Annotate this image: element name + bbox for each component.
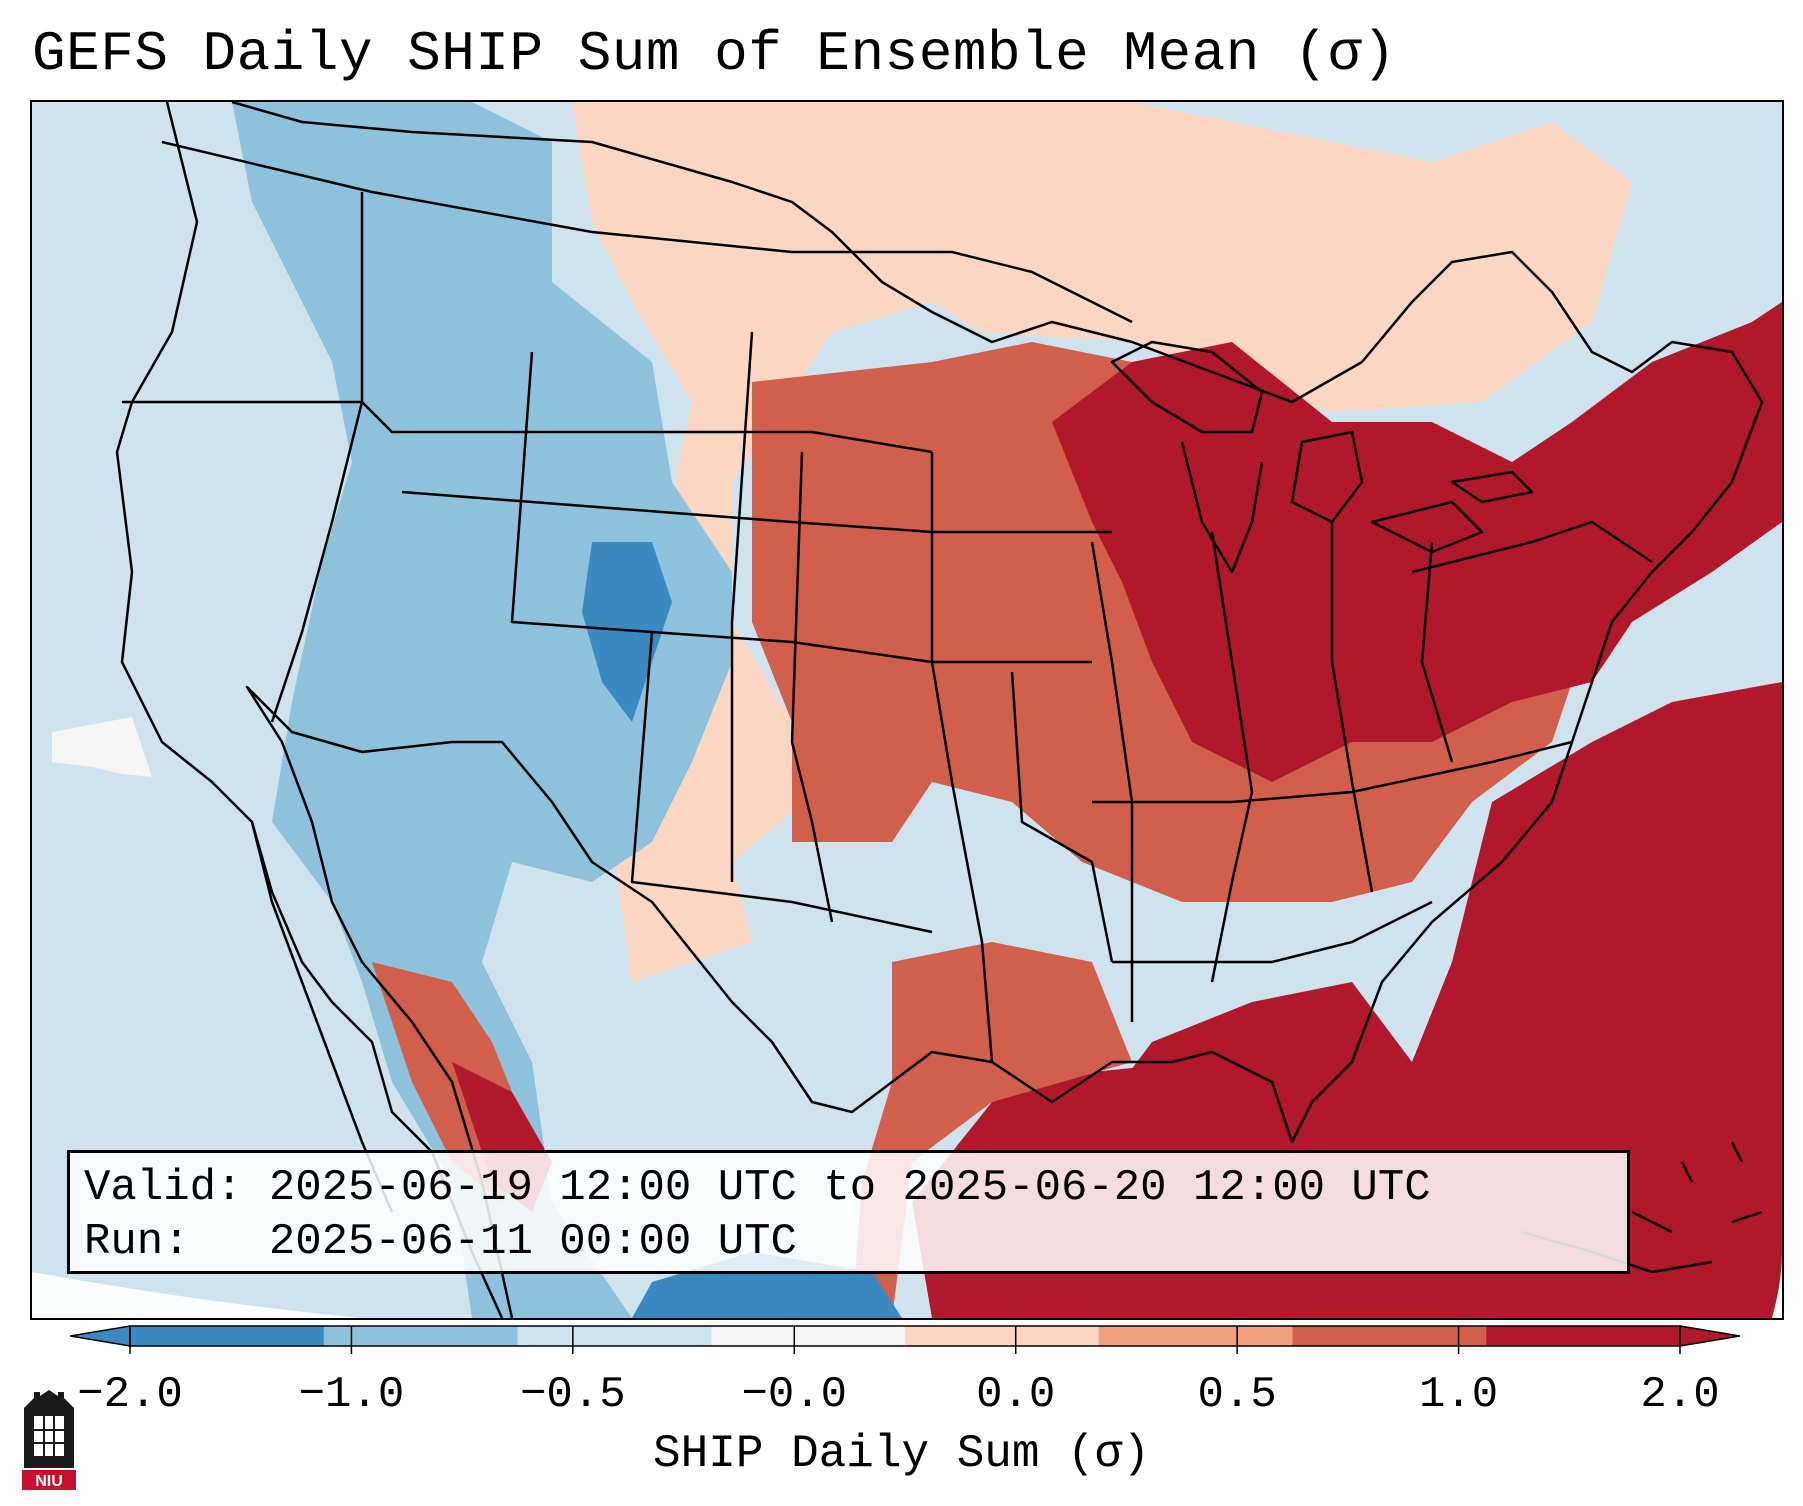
colorbar-extend-low [70, 1325, 131, 1347]
state-lines [122, 192, 1653, 1063]
projection-edge-right [1772, 1252, 1782, 1318]
colorbar-swatch [711, 1326, 906, 1346]
logo-text: NIU [35, 1473, 63, 1490]
colorbar-label: SHIP Daily Sum (σ) [653, 1428, 1150, 1480]
colorbar-tick-label: 1.0 [1419, 1370, 1498, 1420]
great-lakes [1110, 340, 1534, 574]
anomaly-region-texas-red [852, 942, 1132, 1318]
colorbar-swatches [70, 1325, 1740, 1347]
valid-label: Valid: [84, 1163, 243, 1213]
colorbar-ticks: −2.0 −1.0 −0.5 −0.0 0.0 0.5 1.0 2.0 [77, 1326, 1720, 1420]
colorbar-tick-label: 2.0 [1640, 1370, 1719, 1420]
colorbar-tick-label: −0.0 [741, 1370, 847, 1420]
colorbar-swatch [323, 1326, 518, 1346]
colorbar-tick-label: −1.0 [299, 1370, 405, 1420]
us-canada-border [161, 140, 1133, 324]
anomaly-region-north-light-red [572, 102, 1632, 982]
projection-edge [32, 1272, 360, 1318]
anomaly-region-colorado-dark-blue [582, 542, 672, 722]
niu-logo-icon: NIU [22, 1390, 76, 1490]
map-panel[interactable] [30, 100, 1784, 1320]
chart-title: GEFS Daily SHIP Sum of Ensemble Mean (σ) [32, 22, 1397, 86]
colorbar-swatch [1098, 1326, 1293, 1346]
colorbar-swatch [1292, 1326, 1487, 1346]
anomaly-region-nw-ocean-speck [52, 717, 152, 777]
colorbar-extend-high [1679, 1325, 1740, 1347]
run-label: Run: [84, 1217, 190, 1267]
run-time: 2025-06-11 00:00 UTC [268, 1217, 797, 1267]
colorbar-swatch [1486, 1326, 1681, 1346]
valid-time-range: 2025-06-19 12:00 UTC to 2025-06-20 12:00… [268, 1163, 1431, 1213]
colorbar-tick-label: −0.5 [520, 1370, 626, 1420]
colorbar-swatch [130, 1326, 325, 1346]
colorbar-swatch [905, 1326, 1100, 1346]
colorbar-swatch [517, 1326, 712, 1346]
colorbar-tick-label: 0.5 [1198, 1370, 1277, 1420]
anomaly-region-west-blue [232, 102, 732, 1318]
colorbar: −2.0 −1.0 −0.5 −0.0 0.0 0.5 1.0 2.0 [70, 1325, 1740, 1420]
colorbar-tick-label: 0.0 [976, 1370, 1055, 1420]
validity-info-box: Valid: 2025-06-19 12:00 UTC to 2025-06-2… [67, 1150, 1630, 1274]
colorbar-tick-label: −2.0 [77, 1370, 183, 1420]
anomaly-map [32, 102, 1782, 1318]
